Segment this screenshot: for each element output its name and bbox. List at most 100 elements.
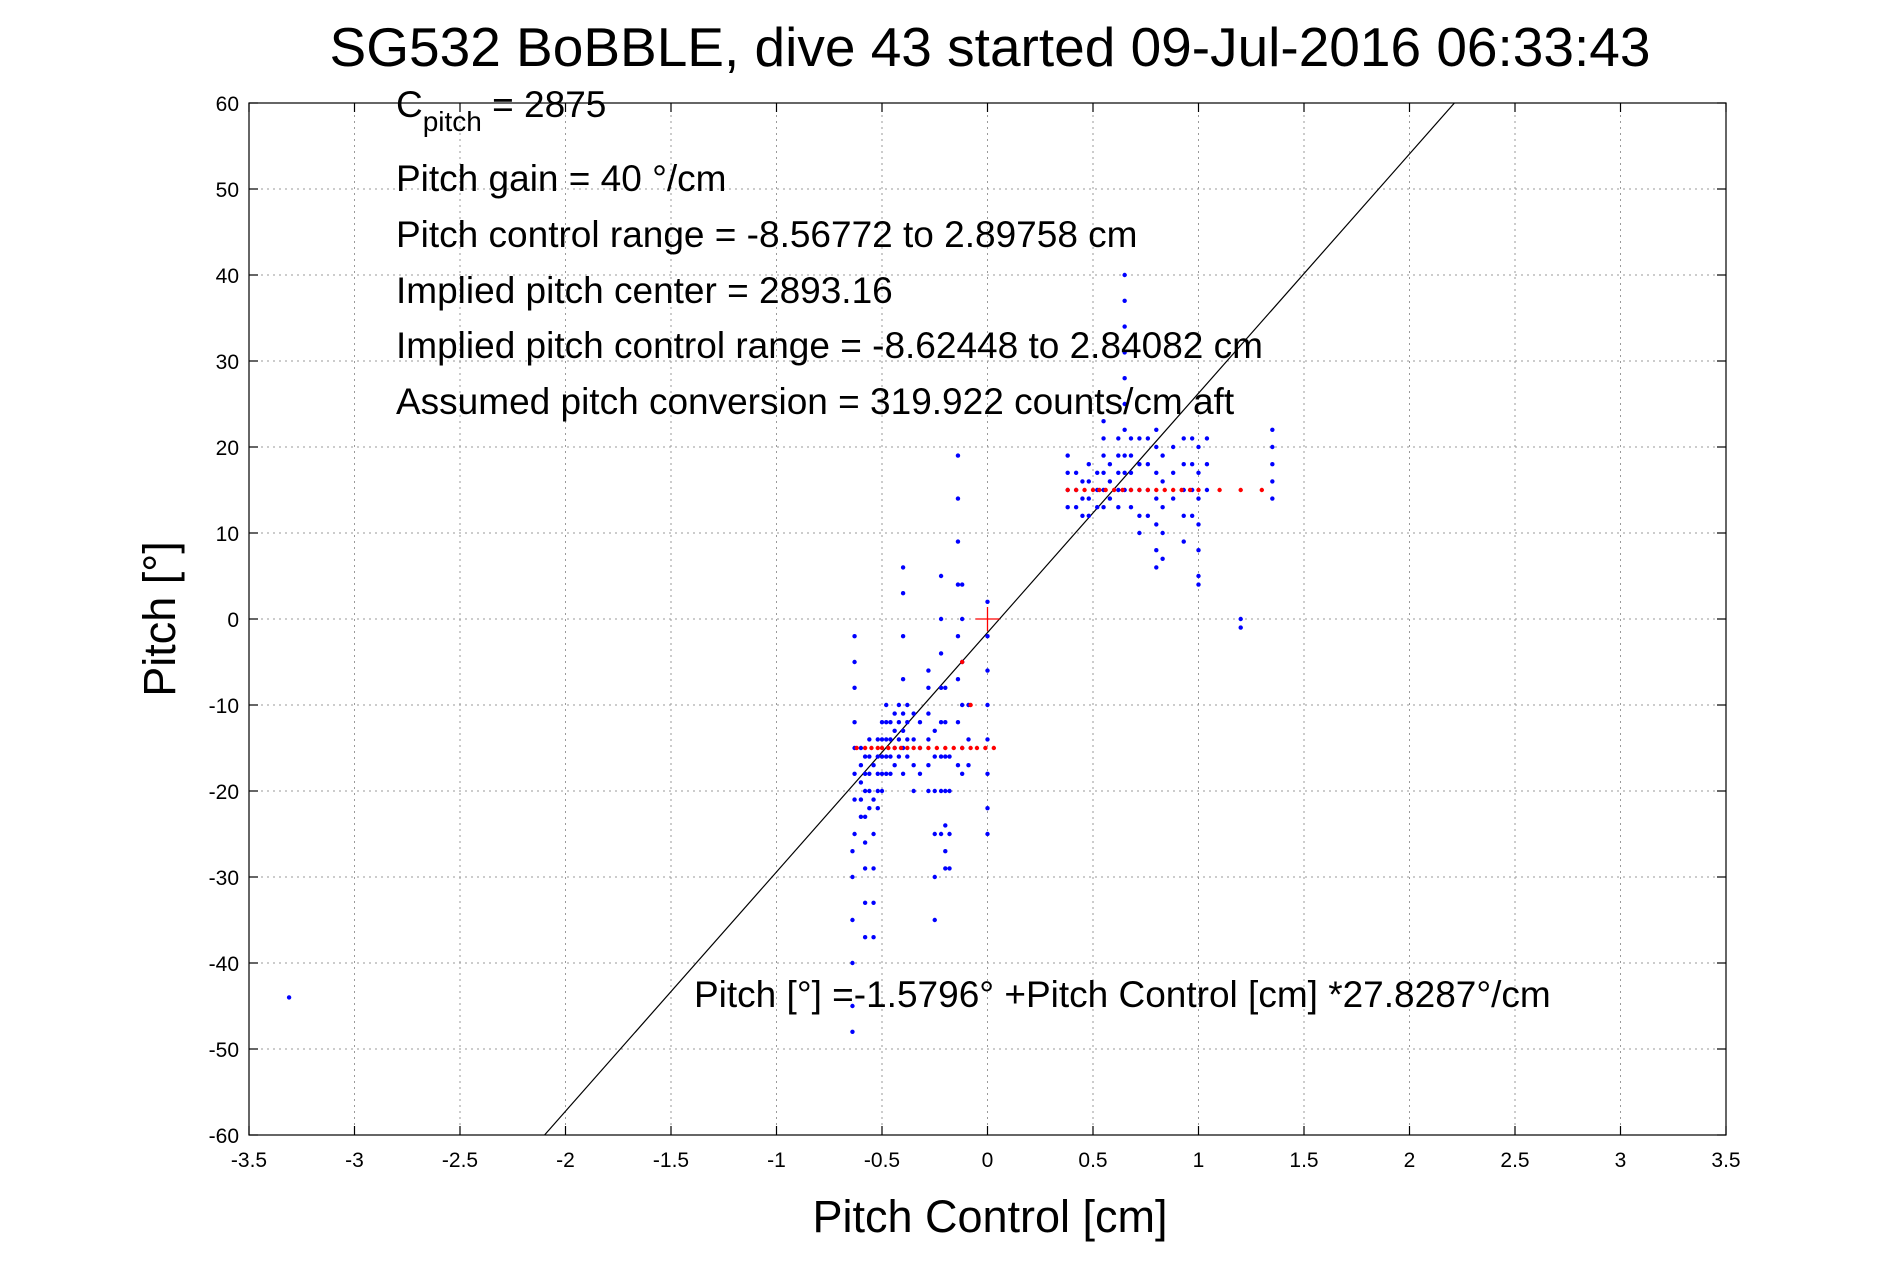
binned-point xyxy=(898,745,904,751)
binned-point xyxy=(968,745,973,751)
observed-point xyxy=(1137,462,1142,467)
observed-point xyxy=(1154,548,1159,553)
observed-point xyxy=(985,702,990,708)
binned-point xyxy=(1128,487,1134,493)
observed-point xyxy=(875,771,880,776)
observed-point xyxy=(871,900,876,905)
observed-point xyxy=(1270,427,1275,432)
observed-point xyxy=(932,874,937,880)
observed-point xyxy=(867,737,872,742)
observed-point xyxy=(1101,436,1106,441)
binned-point xyxy=(892,745,897,751)
binned-point xyxy=(951,745,956,751)
observed-point xyxy=(1154,565,1159,570)
observed-point xyxy=(850,960,855,966)
observed-point xyxy=(871,935,876,940)
y-tick-label: 0 xyxy=(227,609,239,632)
grid-layer xyxy=(249,103,1726,1135)
observed-points-layer xyxy=(286,272,1275,1035)
observed-point xyxy=(926,788,931,794)
observed-point xyxy=(858,745,864,751)
observed-point xyxy=(900,591,906,596)
observed-point xyxy=(938,685,944,690)
observed-point xyxy=(966,737,971,742)
observed-point xyxy=(875,754,880,759)
observed-point xyxy=(888,720,893,725)
plot-frame xyxy=(248,102,1727,1136)
pitch-gain-annotation: Pitch gain = 40 °/cm xyxy=(396,158,727,199)
observed-point xyxy=(1122,272,1127,278)
observed-point xyxy=(955,582,961,587)
implied-pitch-control-range-annotation: Implied pitch control range = -8.62448 t… xyxy=(396,325,1263,366)
observed-point xyxy=(966,763,971,768)
y-tick-label: -20 xyxy=(209,781,239,804)
y-tick-label: 10 xyxy=(216,523,239,546)
x-tick-label: -1 xyxy=(767,1149,786,1172)
observed-point xyxy=(917,720,923,725)
binned-point xyxy=(1154,487,1159,493)
observed-point xyxy=(1154,522,1159,527)
binned-point xyxy=(1170,487,1176,493)
observed-point xyxy=(955,763,961,768)
y-tick-label: 30 xyxy=(216,351,239,374)
observed-point xyxy=(858,763,864,768)
observed-point xyxy=(852,797,857,802)
observed-point xyxy=(852,685,857,690)
observed-point xyxy=(905,720,910,725)
observed-point xyxy=(1196,582,1201,587)
observed-point xyxy=(884,737,889,742)
binned-point xyxy=(917,745,923,751)
x-tick-label: -0.5 xyxy=(864,1149,900,1172)
observed-point xyxy=(955,453,961,458)
y-tick-label: -50 xyxy=(209,1039,239,1062)
observed-point xyxy=(959,771,965,776)
observed-point xyxy=(862,814,868,819)
observed-point xyxy=(947,831,952,837)
observed-point xyxy=(852,771,857,776)
binned-point xyxy=(1082,487,1087,493)
binned-point xyxy=(991,745,997,751)
c-pitch-subscript: pitch xyxy=(423,106,482,137)
observed-point xyxy=(900,677,906,682)
binned-point xyxy=(1217,487,1222,493)
observed-point xyxy=(900,634,906,639)
observed-point xyxy=(896,702,902,708)
observed-point xyxy=(1101,470,1106,475)
observed-point xyxy=(850,917,855,923)
observed-point xyxy=(867,788,872,794)
x-tick-label: 3.5 xyxy=(1711,1149,1740,1172)
observed-point xyxy=(959,702,965,708)
x-tick-label: 2 xyxy=(1404,1149,1416,1172)
observed-point xyxy=(926,668,931,673)
binned-point xyxy=(1162,487,1167,493)
observed-point xyxy=(875,737,880,742)
observed-point xyxy=(1137,436,1142,441)
binned-point xyxy=(911,745,916,751)
observed-point xyxy=(985,599,990,604)
binned-points-layer xyxy=(854,487,1265,751)
observed-point xyxy=(905,702,910,708)
y-tick-label: -60 xyxy=(209,1125,239,1148)
observed-point xyxy=(871,866,876,871)
observed-point xyxy=(1116,505,1121,510)
observed-point xyxy=(1101,505,1106,510)
binned-point xyxy=(1238,487,1243,493)
observed-point xyxy=(1196,573,1201,579)
observed-point xyxy=(1116,487,1121,493)
observed-point xyxy=(1154,496,1159,501)
x-tick-label: 1 xyxy=(1193,1149,1205,1172)
observed-point xyxy=(862,754,868,759)
binned-point xyxy=(879,745,885,751)
fit-equation-annotation: Pitch [°] =-1.5796° +Pitch Control [cm] … xyxy=(694,974,1551,1015)
observed-point xyxy=(1128,436,1134,441)
observed-point xyxy=(875,788,880,794)
observed-point xyxy=(1160,556,1165,561)
observed-point xyxy=(947,754,952,759)
observed-point xyxy=(1196,444,1201,450)
observed-point xyxy=(1107,479,1113,484)
observed-point xyxy=(1137,513,1142,518)
chart-title: SG532 BoBBLE, dive 43 started 09-Jul-201… xyxy=(330,16,1651,78)
observed-point xyxy=(1122,470,1127,475)
binned-point xyxy=(854,745,859,751)
